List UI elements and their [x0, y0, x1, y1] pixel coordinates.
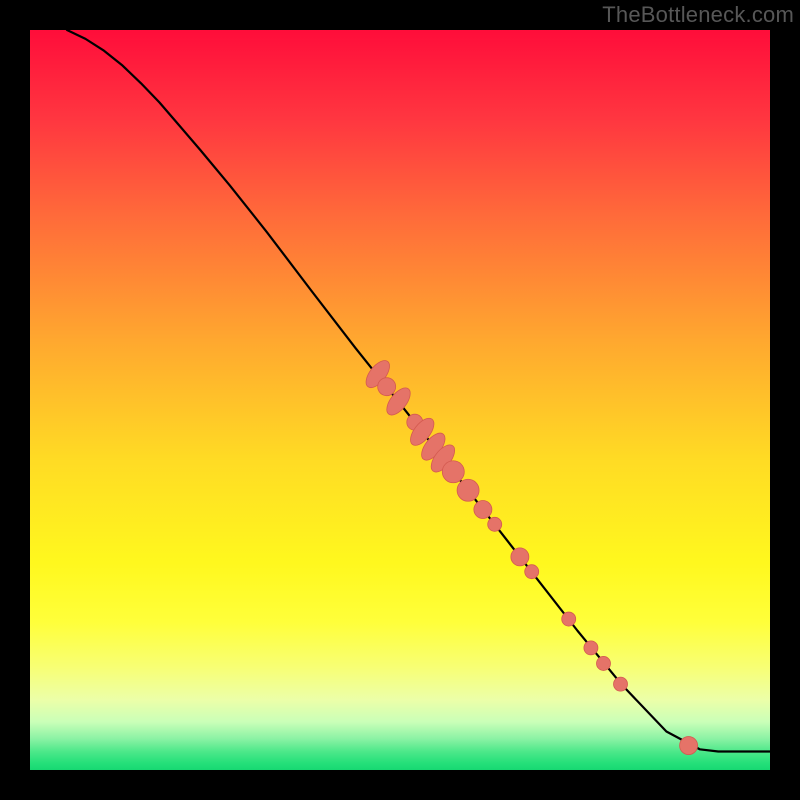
- data-marker: [442, 461, 464, 483]
- plot-frame: [0, 0, 800, 800]
- data-marker: [488, 517, 502, 531]
- data-marker: [378, 378, 396, 396]
- data-marker: [562, 612, 576, 626]
- data-marker: [474, 501, 492, 519]
- data-marker: [680, 737, 698, 755]
- plot-area: [30, 30, 770, 770]
- data-marker: [457, 479, 479, 501]
- plot-svg: [30, 30, 770, 770]
- data-marker: [614, 677, 628, 691]
- data-marker: [525, 565, 539, 579]
- data-marker: [597, 656, 611, 670]
- data-marker: [584, 641, 598, 655]
- curve-line: [67, 30, 770, 752]
- watermark-text: TheBottleneck.com: [602, 2, 794, 28]
- data-marker: [511, 548, 529, 566]
- chart-container: TheBottleneck.com: [0, 0, 800, 800]
